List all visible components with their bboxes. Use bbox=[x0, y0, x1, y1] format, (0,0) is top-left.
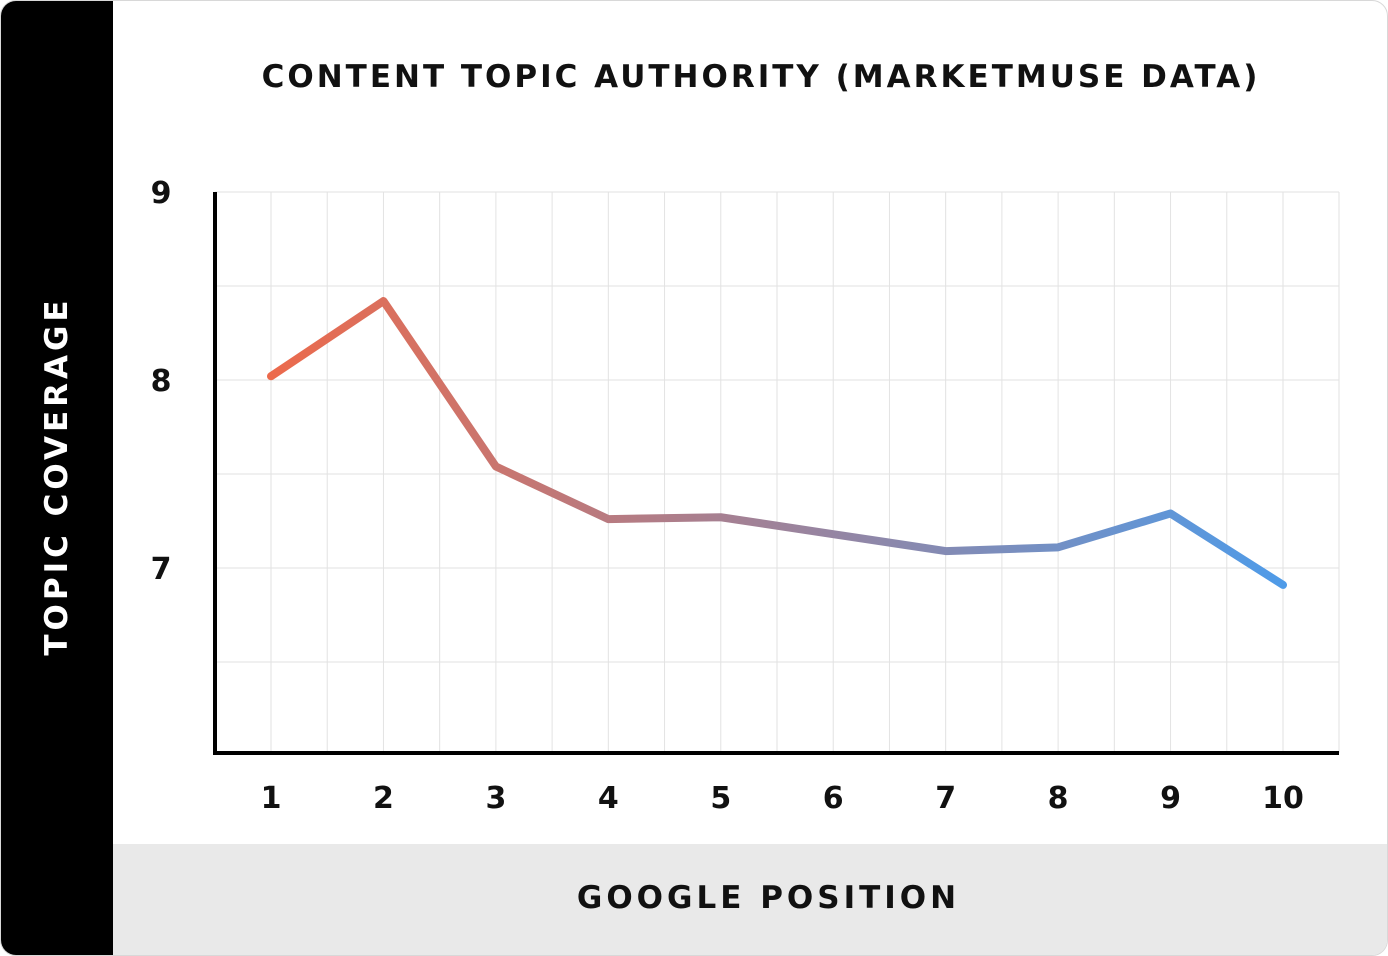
x-axis-label-band: GOOGLE POSITION bbox=[113, 844, 1387, 955]
x-tick-label: 7 bbox=[935, 781, 956, 816]
y-tick-label: 8 bbox=[151, 364, 172, 399]
axes bbox=[213, 192, 1339, 755]
chart-title: CONTENT TOPIC AUTHORITY (MARKETMUSE DATA… bbox=[261, 59, 1261, 95]
x-tick-labels: 1 2 3 4 5 6 7 8 9 10 bbox=[261, 781, 1304, 816]
x-tick-label: 8 bbox=[1048, 781, 1069, 816]
x-tick-label: 2 bbox=[373, 781, 394, 816]
x-tick-label: 1 bbox=[261, 781, 282, 816]
series-group bbox=[267, 297, 1287, 589]
x-tick-label: 9 bbox=[1160, 781, 1181, 816]
series-line bbox=[267, 297, 1287, 589]
x-tick-label: 4 bbox=[598, 781, 619, 816]
x-axis-label: GOOGLE POSITION bbox=[576, 880, 961, 916]
y-tick-label: 9 bbox=[151, 176, 172, 211]
y-axis-label-band: TOPIC COVERAGE bbox=[1, 1, 113, 955]
x-tick-label: 10 bbox=[1262, 781, 1304, 816]
y-tick-label: 7 bbox=[151, 552, 172, 587]
grid-lines bbox=[215, 191, 1340, 753]
x-tick-label: 5 bbox=[710, 781, 731, 816]
x-tick-label: 6 bbox=[823, 781, 844, 816]
x-tick-label: 3 bbox=[485, 781, 506, 816]
y-tick-labels: 9 8 7 bbox=[151, 176, 172, 587]
